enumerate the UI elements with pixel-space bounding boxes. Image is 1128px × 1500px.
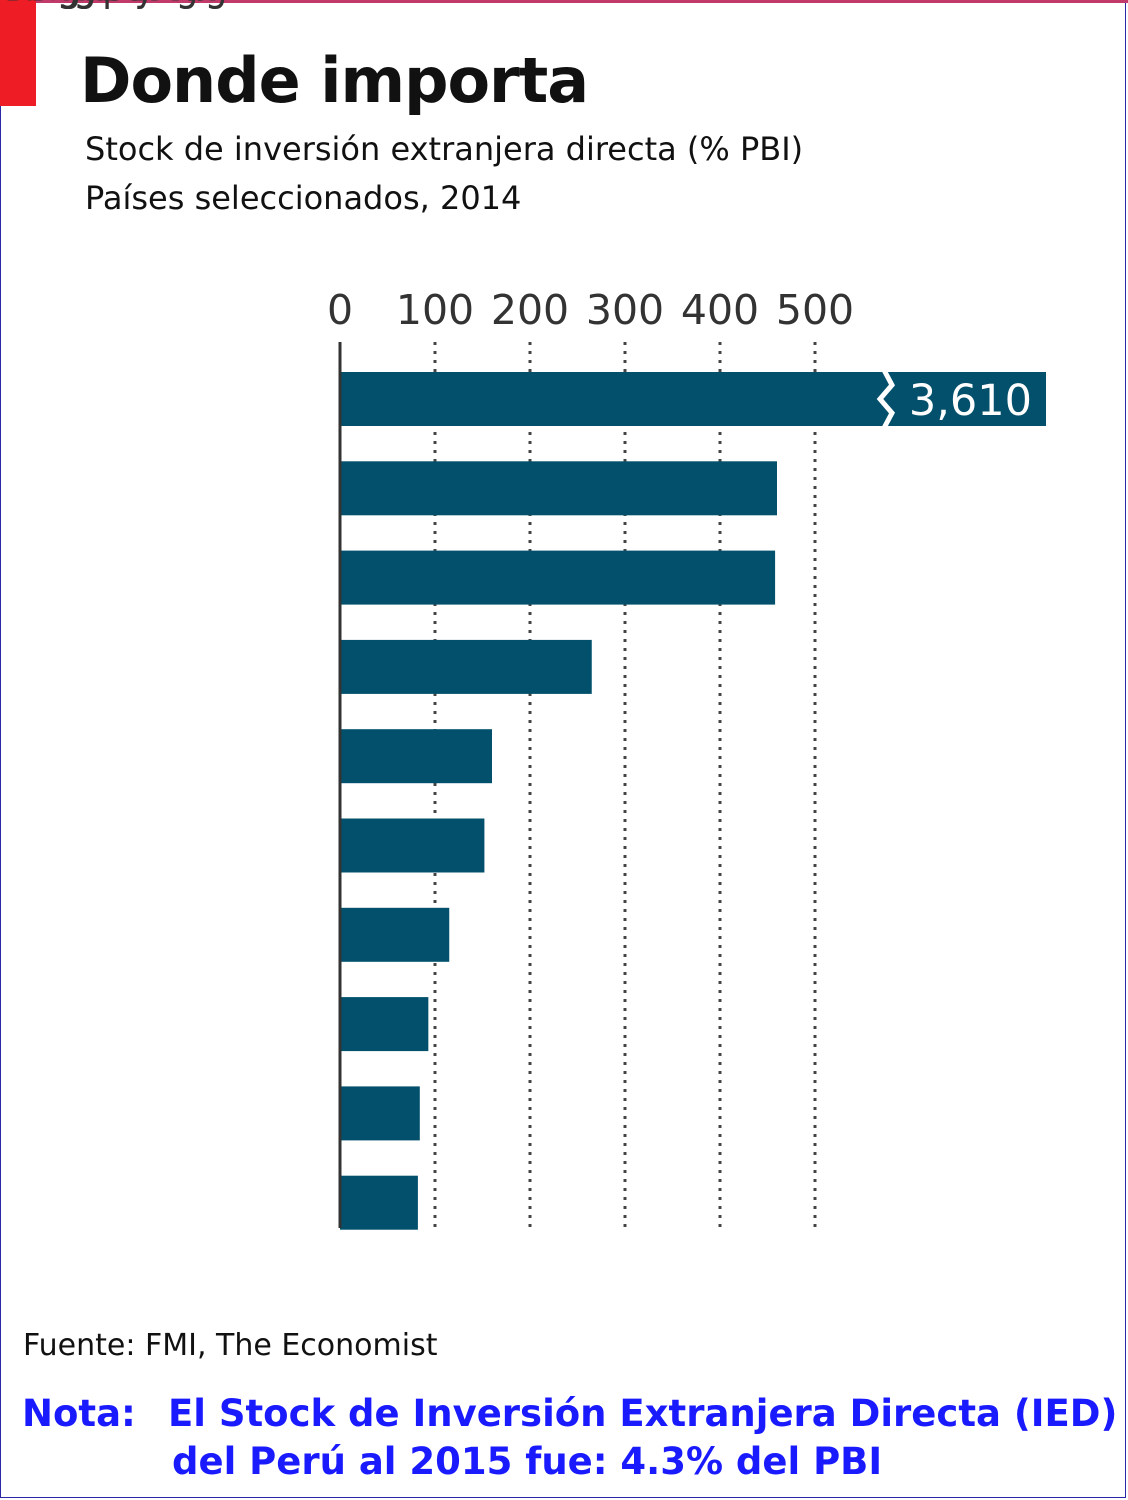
bar-ireland [340,818,485,873]
chart-subtitle-scope: Países seleccionados, 2014 [85,179,522,217]
bars: 3,610 [340,368,1046,1230]
note-label: Nota: [22,1392,136,1435]
category-label-bulgaria: Bulgaria [0,0,152,11]
tick-label-400: 400 [681,286,759,334]
chart-subtitle-measure: Stock de inversión extranjera directa (%… [85,130,804,168]
bar-belgium [340,997,429,1052]
red-accent-tab [0,0,36,106]
bar-singapore [340,639,592,694]
bar-switzerland [340,907,450,962]
note-text-line-2: del Perú al 2015 fue: 4.3% del PBI [172,1440,883,1483]
category-label-hungary: Hungary [0,0,156,11]
bar-hungary [340,729,492,784]
category-label-singapore: Singapore [0,0,184,11]
source-note: Fuente: FMI, The Economist [23,1328,438,1363]
category-label-netherlands: Netherlands [0,0,223,11]
bar-chart: 0 100 200 300 400 500 3,610 LuxembourgHong Ko… [0,0,1046,1230]
top-rule [0,0,1128,3]
tick-label-300: 300 [586,286,664,334]
bar-luxembourg [340,372,1046,426]
category-label-ireland: Ireland [0,0,126,11]
category-label-switzerland: Switzerland [0,0,213,11]
category-label-belgium: Belgium [0,0,150,11]
tick-label-0: 0 [327,286,353,334]
tick-label-500: 500 [776,286,854,334]
category-label-hong-kong: Hong Kong [0,0,199,11]
category-label-luxembourg: Luxembourg [0,0,228,11]
tick-label-100: 100 [396,286,474,334]
axis-ticks: 0 100 200 300 400 500 [327,286,854,334]
bar-bulgaria [340,1086,420,1141]
note-text-line-1: El Stock de Inversión Extranjera Directa… [168,1392,1118,1435]
category-labels: LuxembourgHong KongNetherlandsSingaporeH… [0,0,228,11]
tick-label-200: 200 [491,286,569,334]
category-label-chile: Chile [0,0,91,11]
axis-break-mark [876,368,896,430]
bar-value-label-luxembourg: 3,610 [909,376,1032,426]
gridlines [433,342,817,1228]
bar-hong-kong [340,461,777,516]
chart-title: Donde importa [80,44,589,117]
bar-chile [340,1175,418,1230]
bar-netherlands [340,550,776,605]
